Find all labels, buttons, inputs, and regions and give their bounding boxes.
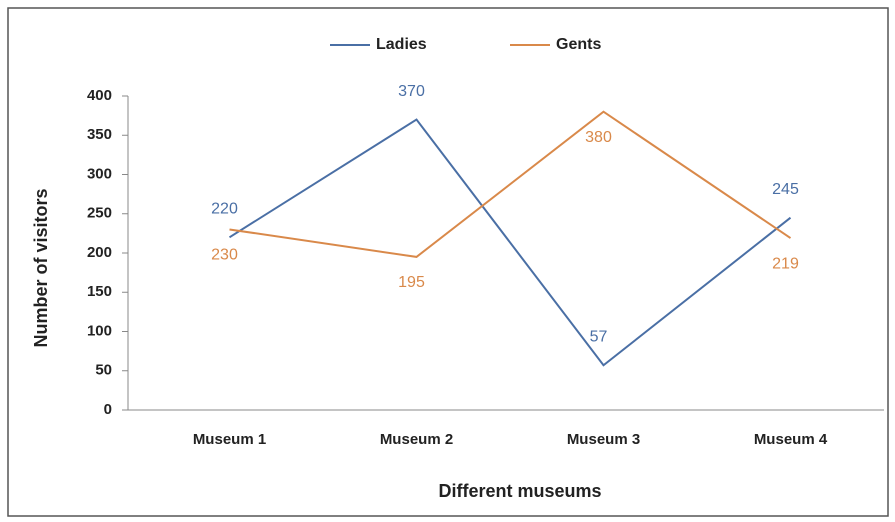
line-series xyxy=(228,118,792,367)
legend-label: Gents xyxy=(556,36,601,53)
y-tick-label: 400 xyxy=(87,87,112,104)
data-label: 195 xyxy=(398,274,425,291)
data-label: 219 xyxy=(772,255,799,272)
x-tick-label: Museum 1 xyxy=(193,431,266,448)
data-label: 380 xyxy=(585,129,612,146)
y-tick-label: 350 xyxy=(87,126,112,143)
data-label: 230 xyxy=(211,247,238,264)
data-label: 245 xyxy=(772,181,799,198)
x-tick-label: Museum 4 xyxy=(754,431,828,448)
y-tick-label: 50 xyxy=(95,362,112,379)
y-tick-label: 200 xyxy=(87,244,112,261)
y-tick-label: 300 xyxy=(87,165,112,182)
data-label: 370 xyxy=(398,83,425,100)
x-tick-label: Museum 2 xyxy=(380,431,453,448)
y-axis-title: Number of visitors xyxy=(31,188,51,347)
y-tick-label: 100 xyxy=(87,322,112,339)
x-tick-label: Museum 3 xyxy=(567,431,640,448)
y-tick-label: 150 xyxy=(87,283,112,300)
chart-frame xyxy=(7,7,889,517)
x-axis-title: Different museums xyxy=(438,481,601,501)
line-series xyxy=(229,110,792,258)
data-label: 57 xyxy=(590,328,608,345)
y-tick-label: 250 xyxy=(87,205,112,222)
legend-label: Ladies xyxy=(376,36,427,53)
y-tick-label: 0 xyxy=(104,401,112,418)
data-label: 220 xyxy=(211,201,238,218)
